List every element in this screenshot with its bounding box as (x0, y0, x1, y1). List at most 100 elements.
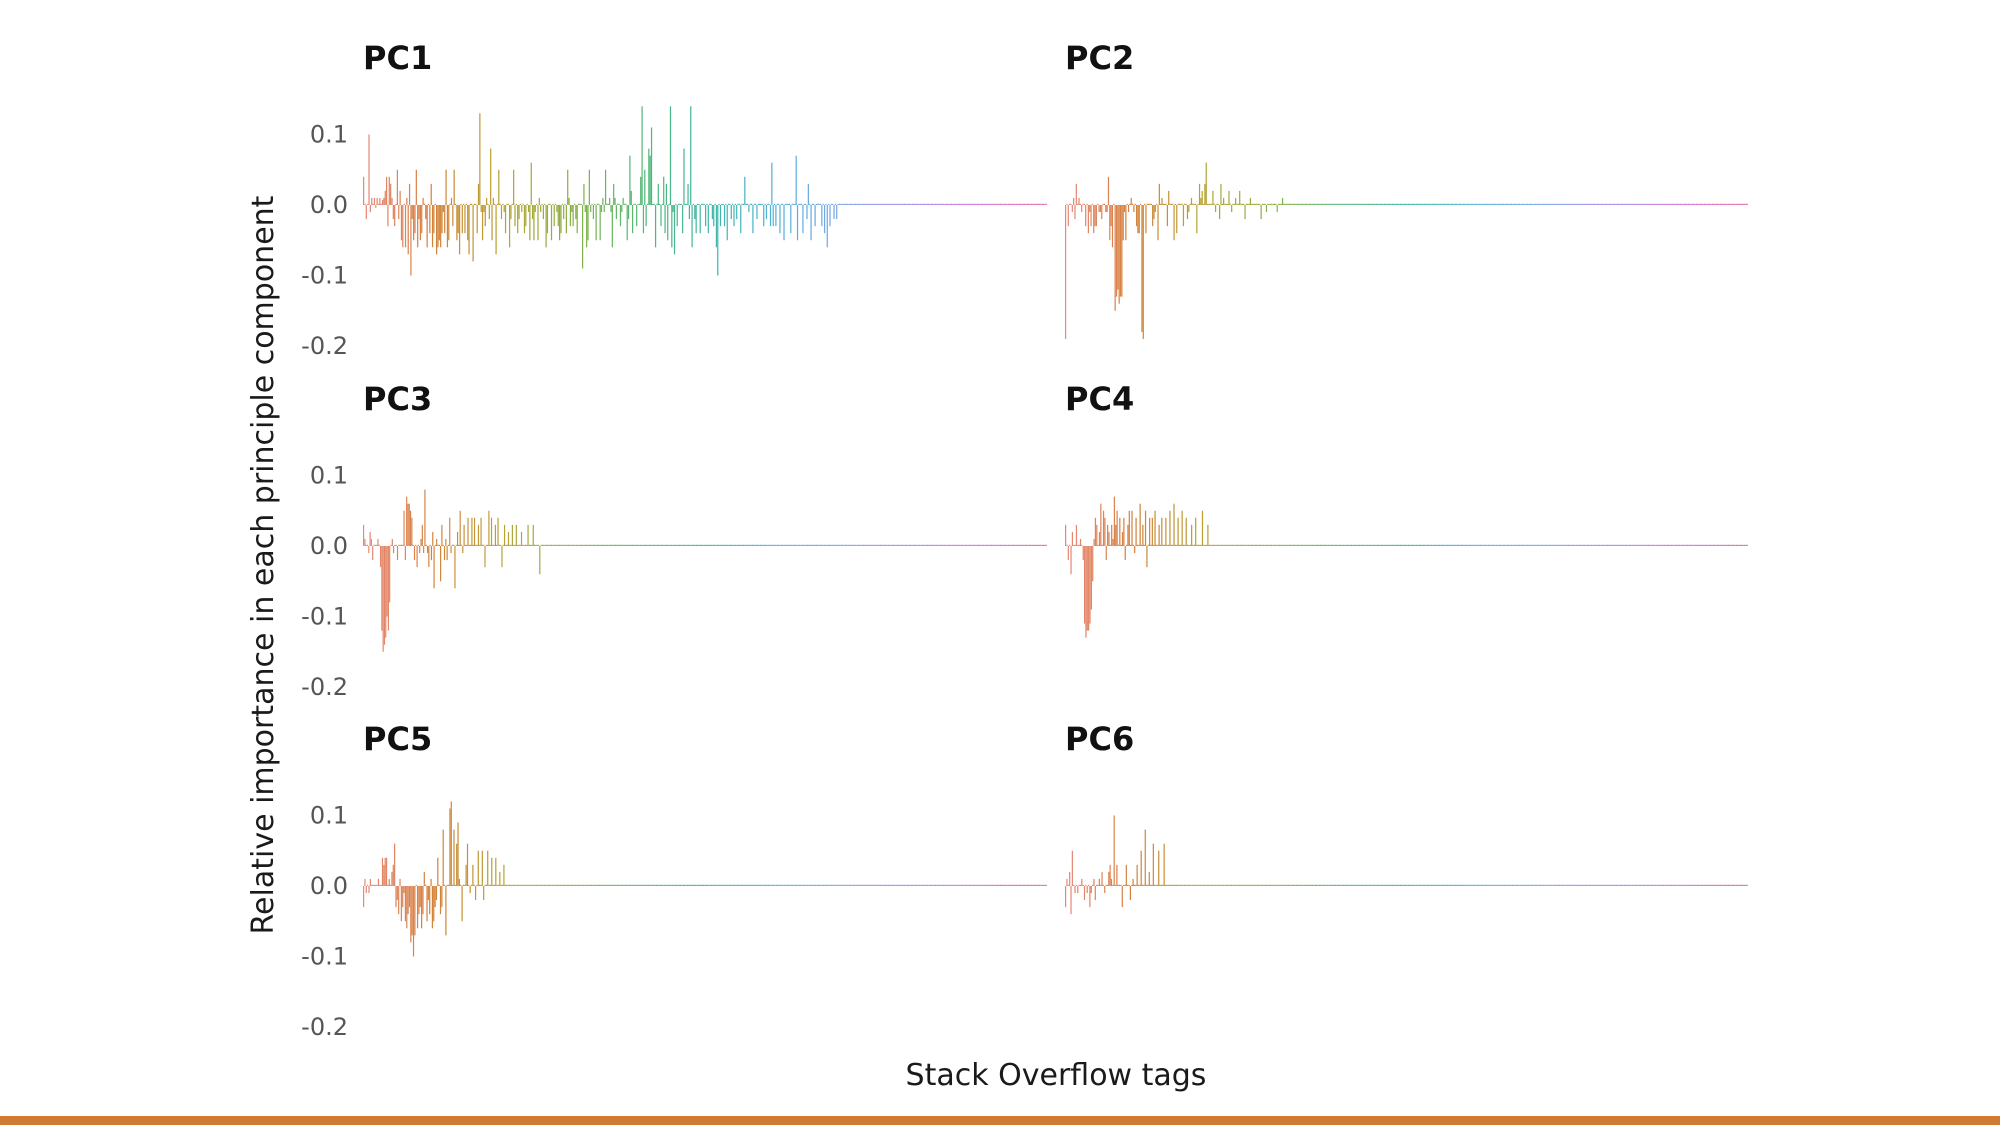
loading-bar (783, 884, 786, 886)
loading-bar (1551, 203, 1553, 205)
loading-bar (473, 517, 476, 546)
loading-bar (534, 884, 536, 886)
loading-bar (997, 884, 999, 886)
loading-bar (558, 544, 560, 546)
loading-bar (774, 884, 776, 886)
loading-bar (368, 546, 370, 554)
loading-bar (1673, 884, 1675, 886)
loading-bar (1439, 203, 1442, 205)
loading-bar (633, 203, 635, 205)
loading-bar (452, 205, 454, 227)
loading-bar (1086, 886, 1088, 894)
loading-bar (1510, 884, 1512, 886)
loading-bar (1620, 544, 1622, 546)
loading-bar (406, 197, 408, 205)
loading-bar (1691, 884, 1693, 886)
loading-bar (665, 884, 667, 886)
loading-bar (1517, 884, 1519, 886)
loading-bar (859, 884, 861, 886)
loading-bar (939, 884, 941, 886)
loading-bar (1172, 544, 1174, 546)
loading-bar (945, 203, 947, 205)
loading-bar (1487, 544, 1490, 546)
loading-bar (748, 544, 750, 546)
loading-bar (547, 884, 550, 886)
loading-bar (462, 546, 464, 554)
loading-bar (1642, 203, 1644, 205)
loading-bar (689, 544, 691, 546)
loading-bar (445, 169, 447, 205)
loading-bar (1663, 203, 1665, 205)
loading-bar (754, 544, 756, 546)
loading-bar (1356, 203, 1359, 205)
loading-bar (458, 205, 461, 255)
loading-bar (457, 205, 459, 234)
loading-bar (921, 544, 923, 546)
loading-bar (696, 884, 698, 886)
loading-bar (1494, 544, 1496, 546)
loading-bar (1579, 203, 1581, 205)
loading-bar (968, 884, 970, 886)
loading-bar (917, 203, 919, 205)
loading-bar (825, 203, 827, 205)
loading-bar (1073, 544, 1075, 546)
loading-bar (792, 884, 794, 886)
loading-bar (1299, 203, 1301, 205)
loading-bar (1588, 884, 1590, 886)
loading-bar (1426, 884, 1428, 886)
loading-bar (1464, 203, 1466, 205)
loading-bar (865, 544, 867, 546)
loading-bar (1327, 203, 1329, 205)
loading-bar (474, 886, 477, 901)
loading-bar (1348, 203, 1351, 205)
loading-bar (1260, 884, 1262, 886)
loading-bar (404, 205, 407, 248)
loading-bar (363, 176, 365, 205)
loading-bar (1186, 205, 1189, 220)
loading-bar (640, 176, 642, 205)
loading-bar (1618, 203, 1620, 205)
loading-bar (1429, 884, 1431, 886)
loading-bar (911, 203, 914, 205)
loading-bar (515, 524, 517, 546)
loading-bar (1083, 886, 1086, 901)
loading-bar (396, 886, 398, 901)
loading-bar (1009, 884, 1011, 886)
loading-bar (545, 884, 547, 886)
loading-bar (1159, 884, 1161, 886)
loading-bar (584, 884, 586, 886)
loading-bar (1557, 203, 1560, 205)
loading-bar (989, 544, 991, 546)
loading-bar (1030, 544, 1032, 546)
loading-bar (1257, 203, 1260, 205)
loading-bar (1346, 544, 1349, 546)
loading-bar (1739, 203, 1742, 205)
loading-bar (1173, 503, 1175, 546)
loading-bar (788, 544, 790, 546)
loading-bar (822, 544, 824, 546)
loading-bar (1125, 205, 1127, 241)
loading-bar (1371, 544, 1373, 546)
loading-bar (1493, 203, 1495, 205)
loading-bar (441, 524, 443, 546)
loading-bar (472, 864, 474, 886)
loading-bar (667, 884, 670, 886)
loading-bar (1037, 884, 1039, 886)
loading-bar (1689, 544, 1691, 546)
loading-bar (1267, 203, 1269, 205)
loading-bar (1725, 884, 1727, 886)
loading-bar (721, 884, 724, 886)
loading-bar (454, 203, 457, 205)
loading-bar (1611, 203, 1613, 205)
y-tick-label: 0.1 (310, 121, 348, 149)
loading-bar (1484, 884, 1486, 886)
loading-bar (1351, 884, 1353, 886)
loading-bar (980, 203, 982, 205)
loading-bar (961, 203, 964, 205)
loading-bar (1657, 544, 1659, 546)
loading-bar (715, 884, 717, 886)
loading-bar (1296, 544, 1298, 546)
loading-bar (1603, 203, 1605, 205)
loading-bar (864, 203, 866, 205)
loading-bar (671, 205, 673, 248)
